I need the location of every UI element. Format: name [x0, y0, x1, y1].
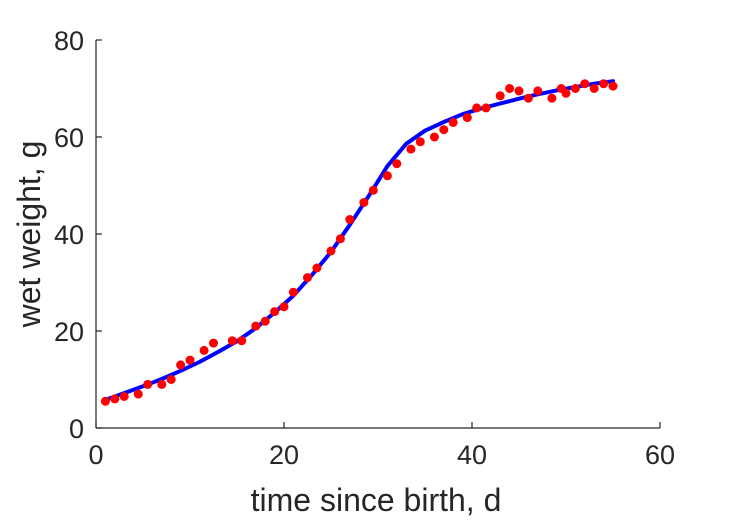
data-point	[495, 91, 505, 101]
data-point	[166, 375, 176, 384]
data-point	[382, 171, 392, 181]
fit-curves	[103, 79, 615, 402]
data-point	[570, 84, 580, 93]
data-point	[227, 336, 237, 346]
data-point	[303, 273, 312, 283]
data-point	[157, 379, 167, 389]
x-tick-label: 0	[88, 440, 103, 470]
data-point	[589, 84, 599, 93]
x-tick-label: 40	[457, 440, 487, 470]
fit-curve-line	[103, 79, 615, 402]
data-point	[209, 338, 218, 348]
data-point	[533, 86, 543, 96]
data-point	[345, 215, 355, 224]
data-point	[439, 125, 449, 135]
data-point	[429, 132, 439, 142]
data-point	[143, 379, 153, 389]
data-point	[185, 355, 195, 365]
data-point	[260, 316, 270, 326]
data-point	[270, 307, 280, 317]
data-point	[415, 137, 425, 147]
data-point	[312, 263, 322, 273]
y-tick-label: 60	[54, 123, 84, 153]
data-point	[133, 389, 143, 399]
data-point	[368, 185, 378, 195]
data-point	[462, 113, 472, 123]
y-tick-label: 0	[69, 414, 84, 444]
data-point	[608, 81, 618, 91]
y-tick-label: 40	[54, 220, 84, 250]
data-point	[279, 302, 289, 312]
data-point	[505, 84, 515, 93]
data-point	[392, 159, 402, 169]
data-point	[514, 86, 524, 96]
data-point	[406, 144, 416, 154]
data-point	[561, 88, 571, 98]
data-point	[523, 93, 533, 103]
data-point	[472, 103, 482, 113]
data-point	[359, 198, 369, 207]
y-tick-label: 20	[54, 317, 84, 347]
data-point	[100, 396, 110, 406]
data-point	[110, 394, 120, 404]
data-point	[599, 79, 609, 89]
data-point	[448, 117, 458, 127]
data-points	[100, 79, 618, 406]
data-point	[176, 360, 186, 370]
data-point	[547, 93, 557, 103]
data-point	[119, 392, 129, 401]
data-point	[288, 287, 298, 297]
data-point	[326, 246, 336, 256]
data-point	[580, 79, 590, 89]
y-tick-label: 80	[54, 26, 84, 56]
x-tick-label: 20	[269, 440, 299, 470]
data-point	[237, 336, 247, 346]
data-point	[335, 234, 345, 244]
x-axis-label: time since birth, d	[251, 482, 502, 518]
data-point	[199, 345, 209, 355]
ticks: 0 20 40 60 0 20 40 60 80	[54, 26, 675, 470]
data-point	[481, 103, 491, 113]
data-point	[251, 321, 261, 331]
x-tick-label: 60	[645, 440, 675, 470]
y-axis-label: wet weight, g	[11, 141, 47, 329]
